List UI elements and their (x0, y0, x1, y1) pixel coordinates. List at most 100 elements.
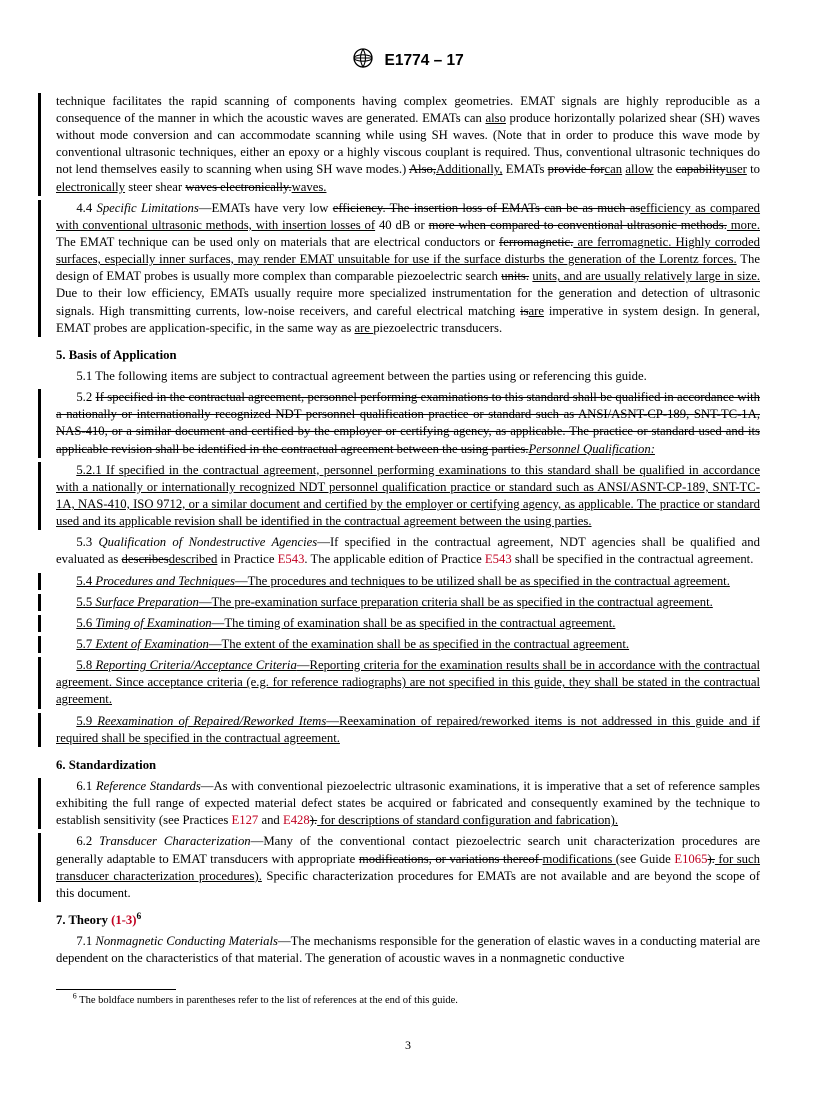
ins: are (529, 304, 545, 318)
subtitle: Qualification of Nondestructive Agencies (98, 535, 317, 549)
ins: for descriptions of standard configurati… (317, 813, 618, 827)
section-5-title: 5. Basis of Application (56, 347, 760, 364)
subtitle: Timing of Examination (95, 616, 211, 630)
astm-logo (352, 48, 374, 75)
ins: waves. (292, 180, 327, 194)
subtitle: Extent of Examination (95, 637, 208, 651)
ref-range[interactable]: (1-3) (111, 913, 136, 927)
section-7-title: 7. Theory (1-3)6 (56, 912, 760, 929)
ins: Personnel Qualification: (528, 442, 655, 456)
t: —EMATs have very low (199, 201, 333, 215)
num: 6.1 (76, 779, 96, 793)
subtitle: Surface Preparation (95, 595, 198, 609)
para-5-6: 5.6 Timing of Examination—The timing of … (56, 615, 760, 632)
num: 5.6 (76, 616, 95, 630)
para-6-1: 6.1 Reference Standards—As with conventi… (56, 778, 760, 829)
para-5-2: 5.2 If specified in the contractual agre… (56, 389, 760, 458)
section-6-title: 6. Standardization (56, 757, 760, 774)
t: —The timing of examination shall be as s… (212, 616, 616, 630)
del: modifications, or variations thereof (359, 852, 543, 866)
t: —The extent of the examination shall be … (209, 637, 629, 651)
para-5-9: 5.9 Reexamination of Repaired/Reworked I… (56, 713, 760, 747)
num: 5.4 (76, 574, 95, 588)
ins: Additionally, (436, 162, 503, 176)
ins: 5.2.1 If specified in the contractual ag… (56, 463, 760, 528)
del: more when compared to conventional ultra… (429, 218, 727, 232)
para-intro: technique facilitates the rapid scanning… (56, 93, 760, 196)
t: to (747, 162, 760, 176)
ref-link[interactable]: E543 (485, 552, 512, 566)
page-number: 3 (56, 1037, 760, 1053)
t: . The applicable edition of Practice (304, 552, 485, 566)
para-5-1: 5.1 The following items are subject to c… (56, 368, 760, 385)
subtitle: Reference Standards (96, 779, 201, 793)
ins: electronically (56, 180, 125, 194)
t: the (654, 162, 676, 176)
del: describes (122, 552, 169, 566)
para-5-2-1: 5.2.1 If specified in the contractual ag… (56, 462, 760, 531)
t: —The pre-examination surface preparation… (199, 595, 713, 609)
t: and (258, 813, 283, 827)
t: (see Guide (616, 852, 675, 866)
del: provide for (548, 162, 605, 176)
para-5-3: 5.3 Qualification of Nondestructive Agen… (56, 534, 760, 568)
para-5-5: 5.5 Surface Preparation—The pre-examinat… (56, 594, 760, 611)
footnote-marker[interactable]: 6 (136, 912, 141, 922)
del: waves electronically. (185, 180, 291, 194)
num: 7.1 (76, 934, 95, 948)
num: 5.8 (76, 658, 95, 672)
num: 5.2 (76, 390, 95, 404)
ins: can (605, 162, 623, 176)
footnote-6: 6 The boldface numbers in parentheses re… (56, 994, 760, 1008)
t: shall be specified in the contractual ag… (512, 552, 754, 566)
del: efficiency. The insertion loss of EMATs … (333, 201, 641, 215)
para-6-2: 6.2 Transducer Characterization—Many of … (56, 833, 760, 902)
del: ). (707, 852, 714, 866)
page-header: E1774 – 17 (56, 48, 760, 75)
ref-link[interactable]: E428 (283, 813, 310, 827)
ref-link[interactable]: E127 (231, 813, 258, 827)
del: capability (676, 162, 726, 176)
num: 5.3 (76, 535, 98, 549)
para-5-7: 5.7 Extent of Examination—The extent of … (56, 636, 760, 653)
subtitle: Specific Limitations (96, 201, 198, 215)
t: piezoelectric transducers. (373, 321, 502, 335)
t: in Practice (217, 552, 277, 566)
ins: also (485, 111, 505, 125)
t: steer shear (125, 180, 185, 194)
del: is (520, 304, 528, 318)
t: 7. Theory (56, 913, 111, 927)
ins: units, and are usually relatively large … (532, 269, 760, 283)
num: 4.4 (76, 201, 96, 215)
t: EMATs (503, 162, 548, 176)
ins: are (355, 321, 374, 335)
t: The EMAT technique can be used only on m… (56, 235, 499, 249)
subtitle: Reporting Criteria/Acceptance Criteria (96, 658, 297, 672)
t: —The procedures and techniques to be uti… (235, 574, 730, 588)
footnote-text: The boldface numbers in parentheses refe… (77, 995, 458, 1006)
ins: modifications (542, 852, 615, 866)
ins: user (726, 162, 747, 176)
ref-link[interactable]: E543 (278, 552, 305, 566)
para-5-4: 5.4 Procedures and Techniques—The proced… (56, 573, 760, 590)
para-4-4: 4.4 Specific Limitations—EMATs have very… (56, 200, 760, 337)
del: Also, (409, 162, 436, 176)
subtitle: Procedures and Techniques (95, 574, 235, 588)
subtitle: Transducer Characterization (99, 834, 250, 848)
ref-link[interactable]: E1065 (674, 852, 707, 866)
footnote-rule (56, 989, 176, 990)
subtitle: Reexamination of Repaired/Reworked Items (97, 714, 326, 728)
num: 6.2 (76, 834, 99, 848)
num: 5.5 (76, 595, 95, 609)
para-5-8: 5.8 Reporting Criteria/Acceptance Criter… (56, 657, 760, 708)
ins: more. (727, 218, 760, 232)
num: 5.7 (76, 637, 95, 651)
num: 5.9 (76, 714, 97, 728)
t: 40 dB or (375, 218, 428, 232)
doc-id: E1774 – 17 (385, 52, 464, 69)
ins: described (169, 552, 218, 566)
para-7-1: 7.1 Nonmagnetic Conducting Materials—The… (56, 933, 760, 967)
del: ferromagnetic. (499, 235, 573, 249)
ins: allow (625, 162, 653, 176)
del: units. (501, 269, 529, 283)
